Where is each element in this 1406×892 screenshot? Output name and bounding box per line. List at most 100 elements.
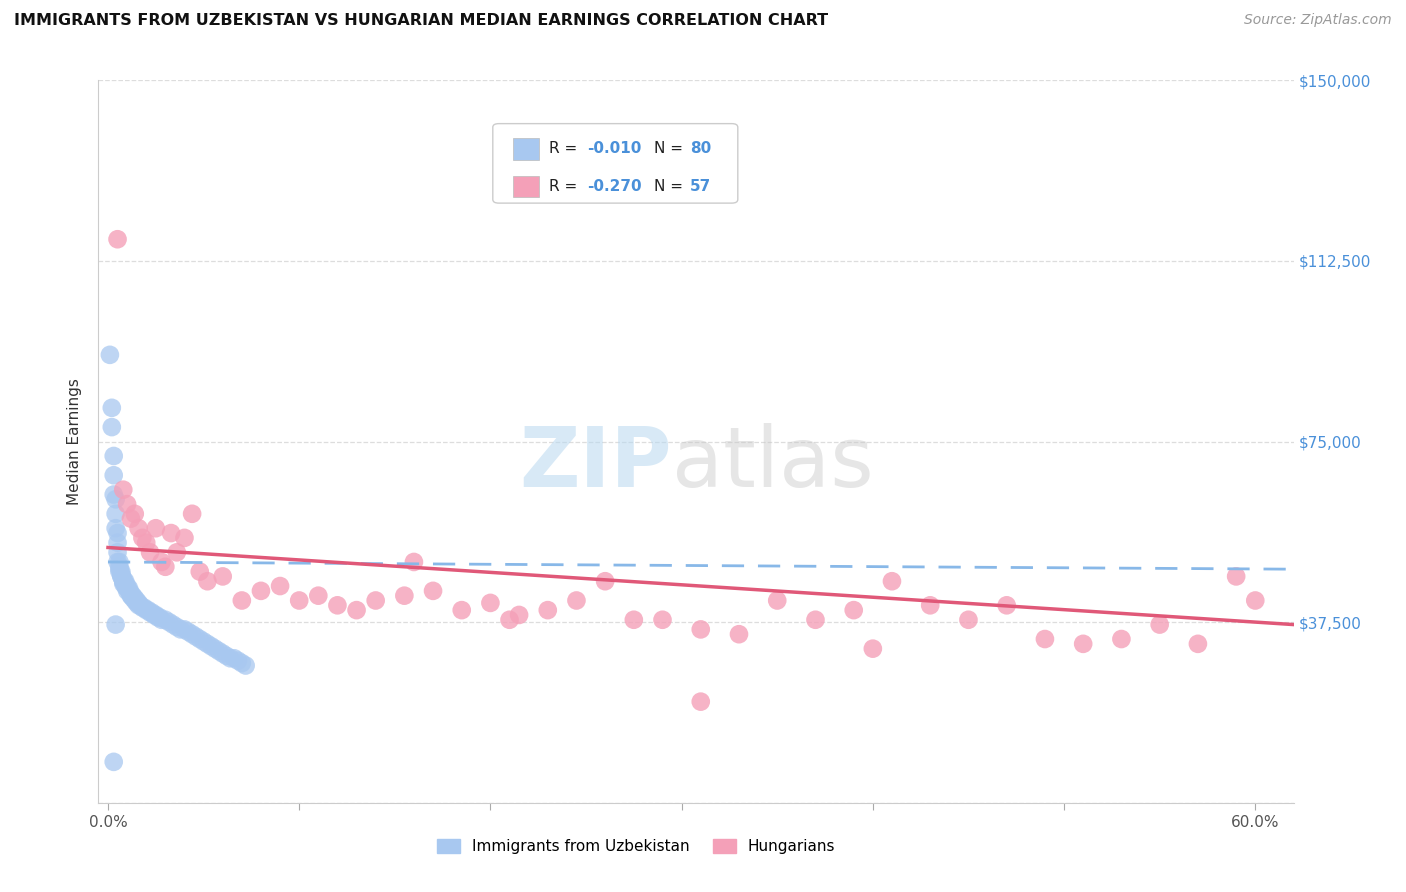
Point — [115, 497, 138, 511]
Text: ZIP: ZIP — [520, 423, 672, 504]
Text: N =: N = — [654, 142, 688, 156]
Point — [842, 603, 865, 617]
Point — [181, 627, 204, 641]
Point — [155, 559, 177, 574]
Point — [498, 613, 520, 627]
Point — [450, 603, 472, 617]
Point — [1033, 632, 1056, 646]
Point — [135, 535, 157, 549]
Point — [145, 607, 167, 622]
Point — [593, 574, 616, 589]
Point — [124, 593, 146, 607]
Point — [402, 555, 425, 569]
Point — [110, 567, 132, 582]
Point — [146, 610, 169, 624]
Point — [160, 526, 183, 541]
Point — [326, 599, 349, 613]
Point — [120, 511, 142, 525]
Point — [193, 634, 215, 648]
Point — [155, 613, 177, 627]
Point — [184, 630, 207, 644]
Point — [125, 596, 148, 610]
Point — [162, 617, 184, 632]
Point — [181, 507, 204, 521]
Point — [166, 620, 188, 634]
Point — [115, 579, 138, 593]
Point — [124, 591, 146, 606]
Point — [537, 603, 560, 617]
Point — [197, 637, 219, 651]
FancyBboxPatch shape — [513, 138, 540, 160]
Point — [689, 695, 711, 709]
Point — [1111, 632, 1133, 646]
Point — [394, 589, 416, 603]
Point — [565, 593, 588, 607]
Point — [98, 348, 121, 362]
Point — [107, 535, 129, 549]
Point — [219, 651, 242, 665]
Point — [112, 574, 135, 589]
Point — [124, 507, 146, 521]
Point — [128, 596, 150, 610]
Point — [231, 656, 253, 670]
Point — [150, 613, 173, 627]
Point — [112, 572, 135, 586]
Point — [120, 589, 142, 603]
Point — [108, 559, 131, 574]
Point — [235, 658, 257, 673]
Point — [231, 593, 253, 607]
Point — [188, 632, 211, 646]
Point — [173, 623, 195, 637]
Text: -0.270: -0.270 — [588, 179, 643, 194]
Point — [804, 613, 827, 627]
Point — [211, 569, 233, 583]
Point — [1149, 617, 1171, 632]
Point — [115, 582, 138, 596]
Point — [115, 583, 138, 598]
Point — [623, 613, 645, 627]
Point — [104, 521, 127, 535]
Text: R =: R = — [548, 142, 582, 156]
Point — [479, 596, 502, 610]
Point — [250, 583, 273, 598]
Point — [104, 492, 127, 507]
Point — [689, 623, 711, 637]
Point — [135, 603, 157, 617]
Point — [103, 468, 125, 483]
Point — [145, 521, 167, 535]
Point — [103, 449, 125, 463]
Point — [995, 599, 1018, 613]
Point — [108, 555, 131, 569]
Point — [169, 623, 191, 637]
Text: R =: R = — [548, 179, 582, 194]
Point — [136, 603, 159, 617]
Y-axis label: Median Earnings: Median Earnings — [67, 378, 83, 505]
Point — [177, 624, 200, 639]
Point — [120, 586, 142, 600]
Text: -0.010: -0.010 — [588, 142, 641, 156]
Point — [114, 574, 136, 589]
Point — [728, 627, 751, 641]
Point — [107, 545, 129, 559]
Point — [103, 755, 125, 769]
Point — [118, 582, 141, 596]
Point — [211, 647, 233, 661]
Point — [110, 569, 132, 583]
Point — [120, 589, 142, 603]
Point — [200, 639, 222, 653]
Point — [215, 648, 238, 663]
Point — [920, 599, 942, 613]
Point — [862, 641, 884, 656]
Point — [128, 521, 150, 535]
Point — [107, 555, 129, 569]
Point — [651, 613, 673, 627]
Point — [107, 232, 129, 246]
Point — [288, 593, 311, 607]
Point — [104, 507, 127, 521]
Point — [269, 579, 291, 593]
Point — [957, 613, 980, 627]
FancyBboxPatch shape — [494, 124, 738, 203]
Legend: Immigrants from Uzbekistan, Hungarians: Immigrants from Uzbekistan, Hungarians — [432, 833, 841, 860]
Point — [112, 483, 135, 497]
Point — [139, 606, 162, 620]
